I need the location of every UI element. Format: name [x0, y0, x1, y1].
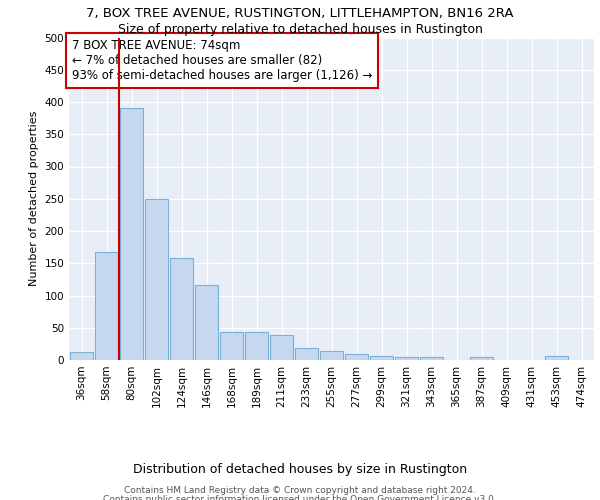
Bar: [170, 258, 193, 360]
Bar: [545, 356, 568, 360]
Text: Contains public sector information licensed under the Open Government Licence v3: Contains public sector information licen…: [103, 495, 497, 500]
Bar: [370, 356, 393, 360]
Bar: [320, 351, 343, 360]
Text: Distribution of detached houses by size in Rustington: Distribution of detached houses by size …: [133, 462, 467, 475]
Bar: [270, 336, 293, 360]
Text: Size of property relative to detached houses in Rustington: Size of property relative to detached ho…: [118, 22, 482, 36]
Bar: [345, 354, 368, 360]
Bar: [245, 332, 268, 360]
Bar: [145, 198, 168, 360]
Text: 7 BOX TREE AVENUE: 74sqm
← 7% of detached houses are smaller (82)
93% of semi-de: 7 BOX TREE AVENUE: 74sqm ← 7% of detache…: [71, 39, 372, 82]
Bar: [95, 252, 118, 360]
Bar: [220, 332, 243, 360]
Bar: [295, 348, 318, 360]
Bar: [70, 352, 93, 360]
Text: Contains HM Land Registry data © Crown copyright and database right 2024.: Contains HM Land Registry data © Crown c…: [124, 486, 476, 495]
Bar: [195, 284, 218, 360]
Bar: [420, 358, 443, 360]
Bar: [395, 357, 418, 360]
Bar: [120, 108, 143, 360]
Text: 7, BOX TREE AVENUE, RUSTINGTON, LITTLEHAMPTON, BN16 2RA: 7, BOX TREE AVENUE, RUSTINGTON, LITTLEHA…: [86, 8, 514, 20]
Bar: [470, 357, 493, 360]
Y-axis label: Number of detached properties: Number of detached properties: [29, 111, 39, 286]
